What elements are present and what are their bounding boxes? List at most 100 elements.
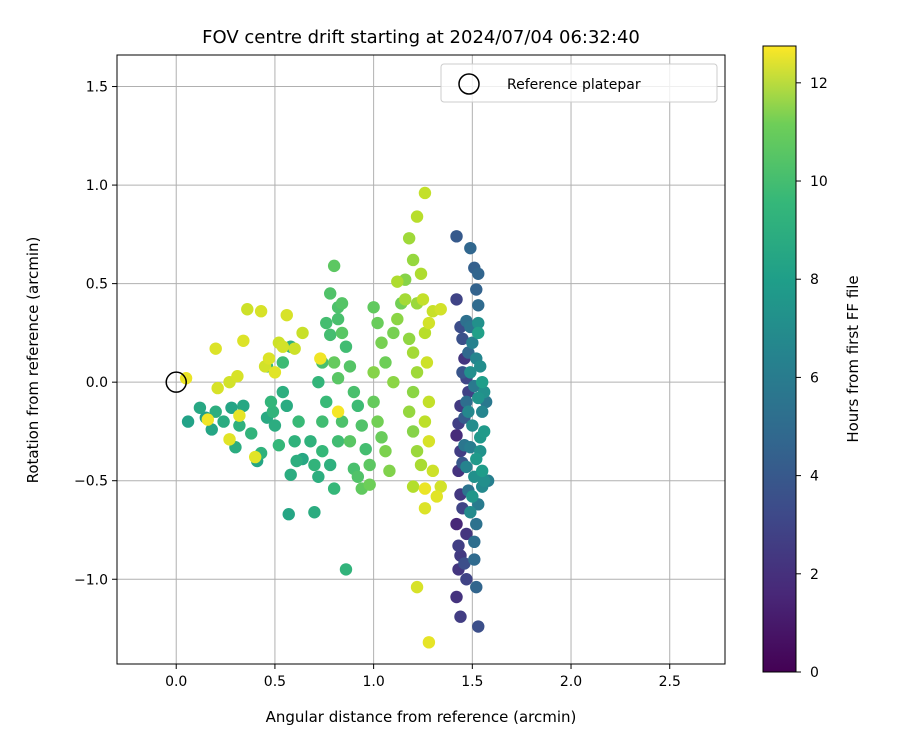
data-point [399, 293, 412, 306]
colorbar-tick-label: 0 [810, 665, 819, 681]
data-point [418, 186, 432, 200]
data-point [268, 366, 282, 379]
data-point [363, 458, 376, 472]
data-point [452, 539, 465, 552]
data-point [371, 415, 384, 428]
data-point [276, 340, 290, 353]
data-point [323, 287, 337, 300]
data-point [320, 395, 333, 409]
reference-platepar-marker [165, 371, 187, 393]
y-axis-ticks: −1.0 −0.5 0.0 0.5 1.0 1.5 [74, 80, 117, 588]
data-point [375, 431, 388, 444]
data-point [406, 253, 420, 267]
data-point [472, 391, 485, 405]
data-point [308, 458, 321, 472]
data-point [418, 415, 432, 428]
data-point [450, 429, 463, 442]
data-point [264, 395, 278, 409]
data-point [422, 316, 436, 330]
x-tick-label: 0.0 [165, 674, 187, 690]
data-point [402, 232, 416, 245]
data-point [406, 425, 420, 438]
data-point [414, 267, 428, 280]
data-point [414, 458, 428, 472]
data-point [266, 405, 280, 418]
data-point [292, 415, 305, 428]
data-point [209, 342, 222, 355]
data-point [276, 356, 290, 369]
data-point [355, 419, 368, 432]
data-point [460, 527, 473, 541]
data-point [327, 356, 341, 369]
colorbar-label: Hours from first FF file [844, 275, 862, 442]
data-point [406, 480, 420, 493]
data-point [391, 312, 404, 326]
data-point [308, 506, 321, 519]
x-tick-label: 1.0 [362, 674, 384, 690]
legend-marker-icon [458, 73, 480, 95]
data-point [233, 419, 246, 432]
colorbar-tick-label: 2 [810, 567, 819, 583]
y-tick-label: −0.5 [74, 474, 108, 490]
data-point [201, 413, 215, 426]
data-point [225, 401, 238, 414]
data-point [367, 366, 380, 379]
legend-box [440, 63, 718, 103]
data-point [434, 480, 447, 493]
data-point [466, 490, 479, 503]
data-point [233, 409, 246, 422]
data-point [420, 356, 434, 369]
data-point [343, 360, 357, 373]
data-point [470, 517, 483, 531]
data-point [217, 415, 230, 428]
data-point [450, 590, 463, 604]
data-point [472, 326, 485, 340]
colorbar-tick-label: 6 [810, 370, 819, 386]
data-point [450, 517, 463, 531]
data-point [472, 620, 485, 633]
data-point [472, 267, 485, 280]
data-point [466, 336, 479, 349]
colorbar-tick-label: 10 [810, 174, 828, 190]
data-point [359, 442, 372, 456]
grid-lines [117, 55, 725, 664]
data-point [383, 464, 396, 478]
data-point [335, 297, 349, 310]
data-point [422, 395, 436, 409]
data-point [363, 478, 376, 491]
data-point [205, 423, 218, 436]
data-point [327, 482, 341, 495]
data-point [284, 468, 297, 481]
data-point [312, 375, 325, 389]
y-tick-label: −1.0 [74, 572, 108, 588]
data-point [410, 210, 424, 223]
data-point [290, 454, 303, 468]
data-point [475, 375, 489, 389]
data-point [339, 340, 353, 353]
data-point [331, 372, 345, 385]
data-point [331, 405, 345, 418]
data-point [418, 502, 432, 515]
colorbar-tick-label: 12 [810, 76, 828, 92]
data-point [410, 580, 424, 594]
data-point [477, 474, 491, 487]
data-point [223, 433, 236, 446]
data-point [460, 460, 473, 474]
data-point [468, 553, 481, 566]
data-point [410, 444, 424, 458]
y-tick-label: 0.5 [86, 277, 108, 293]
data-point [450, 230, 463, 243]
data-point [339, 563, 353, 576]
data-point [466, 419, 479, 432]
data-point [462, 405, 475, 418]
data-point [379, 444, 392, 458]
data-point [406, 346, 420, 359]
data-point [379, 356, 392, 369]
data-point [280, 399, 293, 413]
x-tick-label: 2.5 [659, 674, 681, 690]
data-point [464, 506, 477, 519]
data-point [371, 316, 384, 330]
chart-title: FOV centre drift starting at 2024/07/04 … [202, 27, 640, 48]
data-point [335, 326, 349, 340]
data-point [320, 316, 333, 330]
